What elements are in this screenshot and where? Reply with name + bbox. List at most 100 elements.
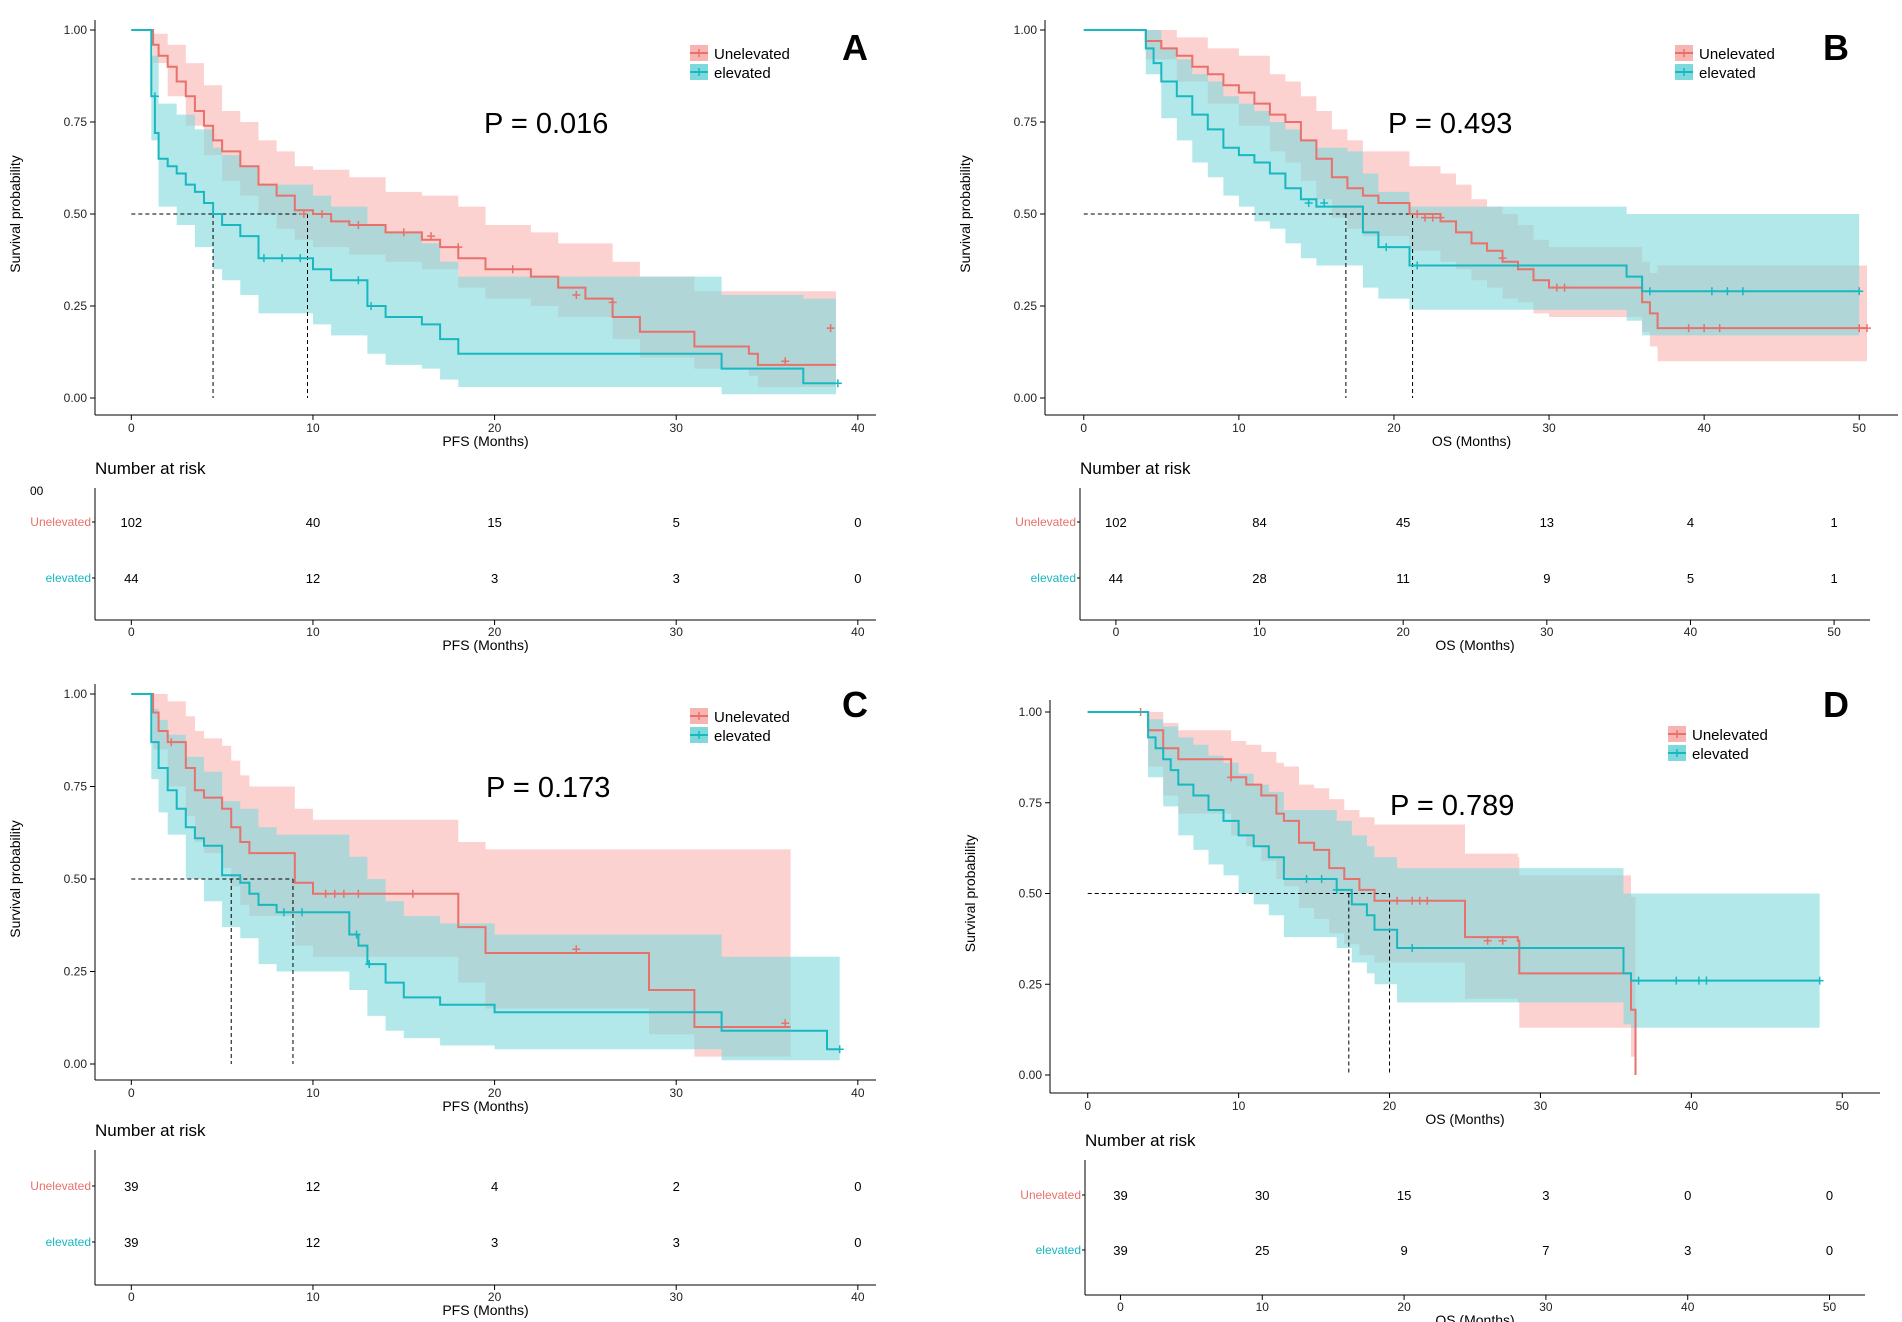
x-tick-label: 50 bbox=[1853, 421, 1867, 435]
x-axis-label: OS (Months) bbox=[1432, 433, 1511, 449]
panel-letter: C bbox=[842, 684, 868, 725]
risk-x-axis-label: PFS (Months) bbox=[442, 637, 528, 653]
y-tick-label: 0.75 bbox=[64, 115, 88, 129]
y-tick-label: 0.50 bbox=[64, 872, 88, 886]
censor-mark-elevated bbox=[1302, 874, 1311, 883]
x-tick-label: 40 bbox=[1697, 421, 1711, 435]
y-tick-label: 0.75 bbox=[1014, 115, 1038, 129]
risk-group-unelevated: Unelevated bbox=[30, 515, 91, 529]
censor-mark-unelevated bbox=[399, 228, 408, 237]
risk-group-unelevated: Unelevated bbox=[1015, 515, 1076, 529]
x-axis-label: PFS (Months) bbox=[442, 433, 528, 449]
risk-count: 12 bbox=[306, 1235, 320, 1250]
risk-count: 3 bbox=[673, 571, 680, 586]
survival-curve-elevated bbox=[131, 29, 836, 385]
legend: Unelevated elevated bbox=[1675, 45, 1775, 82]
survival-curve-unelevated bbox=[131, 29, 836, 366]
censor-mark-unelevated bbox=[339, 889, 348, 898]
risk-count: 39 bbox=[1113, 1243, 1127, 1258]
y-tick-label: 0.00 bbox=[64, 1057, 88, 1071]
risk-count: 3 bbox=[1542, 1188, 1549, 1203]
censor-mark-elevated bbox=[1382, 243, 1391, 252]
survival-curve-elevated bbox=[1087, 711, 1820, 982]
censor-mark-unelevated bbox=[608, 298, 617, 307]
risk-x-axis-label: PFS (Months) bbox=[442, 1302, 528, 1318]
legend-label-unelevated: Unelevated bbox=[714, 709, 790, 726]
censor-mark-unelevated bbox=[1700, 324, 1709, 333]
risk-x-tick-label: 20 bbox=[1397, 1300, 1411, 1314]
risk-x-tick-label: 10 bbox=[306, 1290, 320, 1304]
risk-x-tick-label: 30 bbox=[1540, 625, 1554, 639]
y-tick-label: 0.75 bbox=[1019, 796, 1043, 810]
risk-count: 3 bbox=[491, 571, 498, 586]
x-tick-label: 30 bbox=[1534, 1099, 1548, 1113]
censor-mark-unelevated bbox=[1498, 936, 1507, 945]
risk-count: 3 bbox=[491, 1235, 498, 1250]
censor-mark-elevated bbox=[1694, 976, 1703, 985]
x-tick-label: 20 bbox=[1387, 421, 1401, 435]
y-tick-label: 0.50 bbox=[64, 207, 88, 221]
x-tick-label: 0 bbox=[128, 1086, 135, 1100]
risk-x-tick-label: 20 bbox=[488, 625, 502, 639]
x-tick-label: 40 bbox=[851, 421, 865, 435]
censor-mark-unelevated bbox=[826, 324, 835, 333]
risk-count: 13 bbox=[1540, 515, 1554, 530]
censor-mark-elevated bbox=[352, 930, 361, 939]
risk-count: 15 bbox=[1397, 1188, 1411, 1203]
risk-x-tick-label: 40 bbox=[1681, 1300, 1695, 1314]
risk-count: 39 bbox=[1113, 1188, 1127, 1203]
censor-mark-elevated bbox=[1408, 943, 1417, 952]
censor-mark-unelevated bbox=[1227, 773, 1236, 782]
censor-mark-elevated bbox=[1317, 874, 1326, 883]
censor-mark-unelevated bbox=[572, 945, 581, 954]
risk-count: 44 bbox=[124, 571, 138, 586]
censor-mark-unelevated bbox=[1428, 213, 1437, 222]
risk-count: 0 bbox=[854, 1235, 861, 1250]
censor-mark-unelevated bbox=[1560, 283, 1569, 292]
censor-mark-unelevated bbox=[1862, 324, 1871, 333]
risk-x-tick-label: 40 bbox=[851, 625, 865, 639]
risk-count: 84 bbox=[1252, 515, 1266, 530]
censor-mark-unelevated bbox=[408, 889, 417, 898]
risk-x-tick-label: 20 bbox=[1397, 625, 1411, 639]
censor-mark-unelevated bbox=[1415, 896, 1424, 905]
risk-x-tick-label: 30 bbox=[670, 625, 684, 639]
censor-mark-unelevated bbox=[508, 265, 517, 274]
risk-count: 5 bbox=[1687, 571, 1694, 586]
legend: Unelevated elevated bbox=[690, 708, 790, 745]
censor-mark-unelevated bbox=[354, 221, 363, 230]
censor-mark-unelevated bbox=[1855, 324, 1864, 333]
censor-mark-unelevated bbox=[1436, 213, 1445, 222]
risk-group-unelevated: Unelevated bbox=[30, 1179, 91, 1193]
y-tick-label: 0.25 bbox=[64, 965, 88, 979]
censor-mark-elevated bbox=[150, 92, 159, 101]
y-tick-label: 0.75 bbox=[64, 780, 88, 794]
censor-mark-unelevated bbox=[299, 210, 308, 218]
risk-count: 0 bbox=[854, 1179, 861, 1194]
y-axis-label: Survival probability bbox=[957, 155, 973, 273]
y-tick-label: 0.50 bbox=[1014, 207, 1038, 221]
risk-x-tick-label: 40 bbox=[851, 1290, 865, 1304]
risk-count: 9 bbox=[1400, 1243, 1407, 1258]
risk-x-tick-label: 30 bbox=[1539, 1300, 1553, 1314]
legend-label-unelevated: Unelevated bbox=[714, 46, 790, 63]
censor-mark-unelevated bbox=[1552, 283, 1561, 292]
x-tick-label: 10 bbox=[1232, 1099, 1246, 1113]
panel-letter: D bbox=[1823, 684, 1849, 725]
survival-curve-unelevated bbox=[131, 693, 791, 1028]
x-axis-label: PFS (Months) bbox=[442, 1098, 528, 1114]
risk-count: 0 bbox=[854, 571, 861, 586]
censor-mark-elevated bbox=[1723, 287, 1732, 296]
risk-count: 45 bbox=[1396, 515, 1410, 530]
risk-x-tick-label: 30 bbox=[670, 1290, 684, 1304]
censor-mark-elevated bbox=[1815, 976, 1824, 985]
y-tick-label: 0.25 bbox=[1014, 299, 1038, 313]
x-tick-label: 0 bbox=[128, 421, 135, 435]
risk-x-tick-label: 10 bbox=[1256, 1300, 1270, 1314]
x-tick-label: 30 bbox=[670, 421, 684, 435]
y-tick-label: 0.00 bbox=[1019, 1068, 1043, 1082]
